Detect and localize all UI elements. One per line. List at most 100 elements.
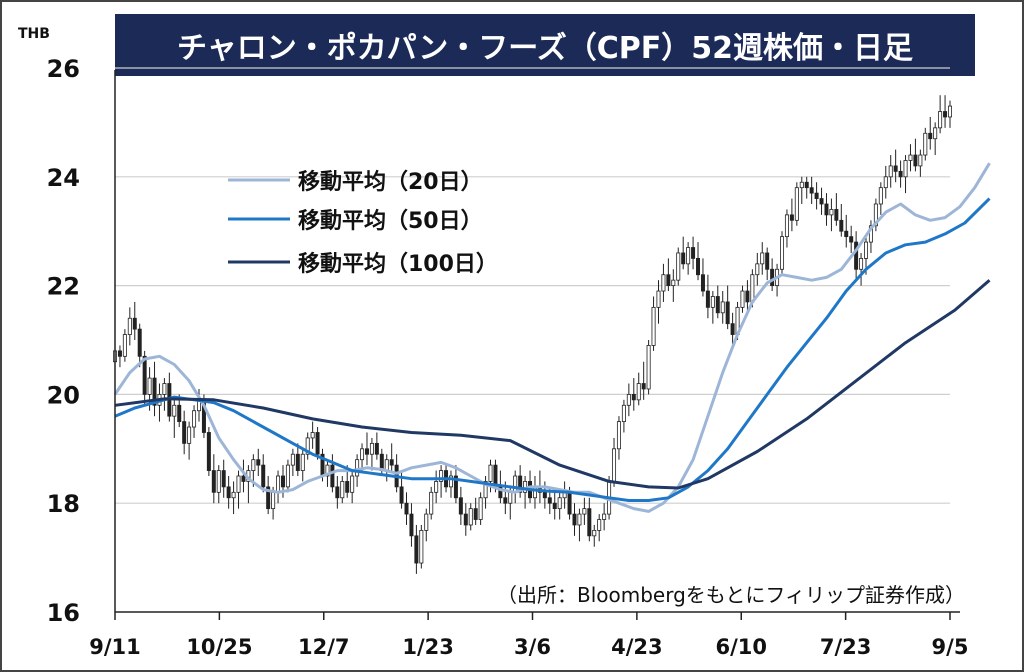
- source-note: （出所：Bloombergをもとにフィリップ証券作成）: [497, 583, 965, 607]
- candle: [473, 497, 478, 525]
- candle: [878, 182, 883, 215]
- candle-body: [142, 355, 147, 395]
- candle-body: [429, 491, 434, 515]
- candle: [656, 280, 661, 324]
- candle-body: [557, 497, 562, 510]
- candle: [824, 193, 829, 226]
- y-tick-label: 26: [47, 55, 80, 83]
- candle: [364, 432, 369, 466]
- y-tick-label: 18: [47, 490, 80, 518]
- candle-body: [187, 426, 192, 444]
- candle-body: [256, 459, 261, 466]
- candle-body: [602, 513, 607, 520]
- candle: [162, 378, 167, 411]
- candle-body: [547, 497, 552, 504]
- candle-body: [374, 442, 379, 455]
- candle-body: [508, 491, 513, 504]
- candle: [468, 503, 473, 531]
- candle-body: [794, 187, 799, 221]
- candle: [117, 345, 122, 368]
- candle-body: [305, 437, 310, 455]
- x-tick-label: 9/11: [89, 635, 141, 659]
- candle-body: [261, 464, 266, 488]
- candle: [631, 378, 636, 411]
- candle-body: [928, 132, 933, 140]
- candle: [700, 258, 705, 297]
- candle-body: [364, 448, 369, 455]
- candle: [290, 448, 295, 476]
- candle: [483, 476, 488, 509]
- candle-body: [192, 410, 197, 428]
- candle-body: [626, 393, 631, 406]
- candle: [369, 437, 374, 471]
- candle: [463, 503, 468, 536]
- candle: [127, 307, 132, 346]
- candle-body: [646, 345, 651, 390]
- candle: [241, 459, 246, 493]
- candle: [310, 421, 315, 449]
- candle: [765, 247, 770, 281]
- candle: [350, 470, 355, 504]
- candle-body: [636, 383, 641, 401]
- candle-body: [666, 274, 671, 287]
- y-tick-label: 22: [47, 273, 80, 301]
- candle-body: [389, 459, 394, 466]
- candle-body: [330, 464, 335, 488]
- candle-body: [730, 323, 735, 335]
- candle-body: [933, 127, 938, 140]
- candle: [572, 503, 577, 536]
- candle-body: [572, 513, 577, 526]
- candle: [794, 182, 799, 226]
- candle: [938, 95, 943, 134]
- candle: [419, 524, 424, 569]
- candle-body: [898, 170, 903, 178]
- candle: [903, 155, 908, 194]
- candle-body: [809, 187, 814, 194]
- legend-label-ma20: 移動平均（20日）: [298, 169, 483, 195]
- candle-body: [132, 317, 137, 330]
- candle-body: [162, 383, 167, 395]
- candle-body: [878, 187, 883, 205]
- candle-body: [310, 432, 315, 439]
- candle: [552, 492, 557, 520]
- candle-body: [844, 230, 849, 238]
- candle: [409, 503, 414, 547]
- candle-body: [770, 268, 775, 286]
- candle: [849, 225, 854, 253]
- candle-body: [577, 513, 582, 526]
- candle: [256, 448, 261, 476]
- legend: 移動平均（20日） 移動平均（50日） 移動平均（100日）: [228, 169, 498, 277]
- candle: [236, 470, 241, 509]
- candle: [814, 182, 819, 210]
- candle-body: [280, 475, 285, 488]
- candle-body: [859, 257, 864, 270]
- candle: [211, 454, 216, 504]
- candle: [577, 508, 582, 542]
- candle-body: [384, 459, 389, 471]
- candle: [893, 149, 898, 183]
- candle: [616, 416, 621, 460]
- candle: [834, 193, 839, 226]
- candle-body: [350, 475, 355, 493]
- candle-body: [948, 105, 953, 118]
- candle-body: [285, 464, 290, 488]
- candle-body: [592, 530, 597, 537]
- candle: [933, 122, 938, 156]
- candle: [789, 198, 794, 232]
- candle: [231, 481, 236, 515]
- candle: [913, 138, 918, 172]
- candle: [804, 176, 809, 199]
- candle: [597, 514, 602, 542]
- candle-body: [834, 209, 839, 221]
- candle: [691, 236, 696, 270]
- title-banner: [115, 14, 975, 76]
- candle-body: [399, 486, 404, 504]
- candle-body: [582, 508, 587, 515]
- ma100-line: [114, 279, 991, 490]
- ma20-line: [113, 162, 991, 513]
- candle-body: [943, 111, 948, 118]
- candle-body: [468, 508, 473, 526]
- candle-body: [122, 334, 127, 357]
